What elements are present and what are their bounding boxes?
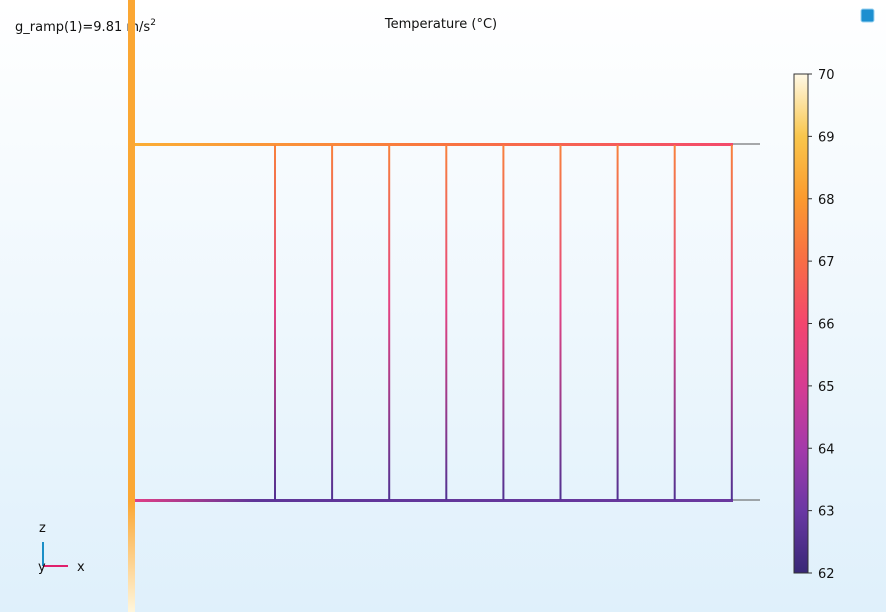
vertical-member [616, 145, 619, 500]
axis-triad: z y x [38, 521, 85, 575]
colorbar-tick-label: 68 [818, 193, 835, 208]
colorbar-tick-label: 69 [818, 130, 835, 145]
colorbar-tick-label: 67 [818, 255, 835, 270]
plot-title: Temperature (°C) [384, 17, 497, 32]
colorbar-tick-label: 62 [818, 567, 835, 582]
colorbar-tick-label: 64 [818, 442, 835, 457]
vertical-member [502, 145, 505, 500]
vertical-member [388, 145, 391, 500]
x-label: x [77, 560, 85, 575]
colorbar-tick-label: 63 [818, 505, 835, 520]
colorbar [793, 73, 809, 574]
toolbar-icon[interactable] [860, 8, 875, 23]
y-label: y [38, 560, 46, 575]
z-label: z [39, 521, 46, 536]
vertical-member [274, 145, 276, 500]
vertical-member [331, 145, 334, 500]
vertical-member [559, 145, 562, 500]
bottom-beam [135, 499, 733, 502]
column [128, 0, 135, 612]
annotation: g_ramp(1)=9.81 m/s2 [15, 18, 156, 35]
annotation-superscript: 2 [150, 18, 156, 28]
vertical-member [445, 145, 448, 500]
vertical-member [673, 145, 676, 500]
verticals [274, 145, 733, 500]
colorbar-tick-label: 70 [818, 68, 835, 83]
colorbar-tick-label: 65 [818, 380, 835, 395]
vertical-member [730, 145, 733, 500]
top-beam [135, 143, 733, 146]
colorbar-tick-label: 66 [818, 318, 835, 333]
annotation-text: g_ramp(1)=9.81 m/s [15, 20, 150, 35]
